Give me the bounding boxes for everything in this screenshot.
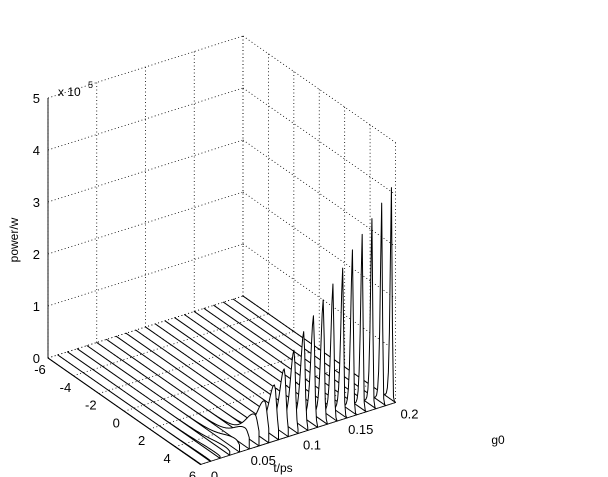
z-tick-label: 3 — [33, 195, 40, 210]
x-tick-label: 2 — [138, 433, 145, 448]
x-tick-label: 4 — [163, 451, 170, 466]
left-wall-grid-line — [47, 139, 244, 203]
x-tick-label: 6 — [189, 469, 196, 477]
series-trace — [86, 345, 240, 453]
z-tick-label: 5 — [33, 91, 40, 106]
z-exponent-value: 5 — [88, 80, 93, 90]
x-axis-label: t/ps — [273, 461, 292, 475]
z-tick-label: 1 — [33, 299, 40, 314]
left-wall-grid-line — [47, 243, 244, 307]
x-tick-label: -6 — [34, 362, 46, 377]
left-wall-grid-line — [47, 87, 244, 151]
x-tick-label: -2 — [85, 398, 97, 413]
y-tick-label: 0 — [211, 469, 218, 477]
series-trace — [76, 348, 231, 456]
y-axis-label: g0 — [491, 433, 505, 447]
tick-labels-layer: -6 -4 -2 0 2 4 6 0 0.05 0.1 0.15 0.2 0 1 2 3 4 5 — [33, 91, 419, 477]
series-trace — [47, 357, 201, 465]
x-tick-label: -4 — [60, 380, 72, 395]
z-tick-label: 4 — [33, 143, 40, 158]
series-trace — [96, 342, 250, 450]
series-trace — [67, 351, 221, 459]
traces-layer — [47, 187, 396, 465]
left-wall-grid-line — [47, 35, 244, 99]
y-tick-label: 0.15 — [348, 422, 373, 437]
y-tick-label: 0.1 — [303, 438, 321, 453]
z-axis-label: power/w — [7, 217, 21, 262]
y-tick-label: 0.2 — [400, 407, 418, 422]
z-tick-label: 2 — [33, 247, 40, 262]
x-tick-label: 0 — [113, 415, 120, 430]
left-wall-grid-line — [47, 191, 244, 255]
series-trace — [106, 338, 260, 447]
series-trace — [57, 354, 211, 462]
z-tick-label: 0 — [33, 351, 40, 366]
y-tick-label: 0.05 — [251, 453, 276, 468]
z-exponent-label: x 10 — [58, 85, 81, 99]
